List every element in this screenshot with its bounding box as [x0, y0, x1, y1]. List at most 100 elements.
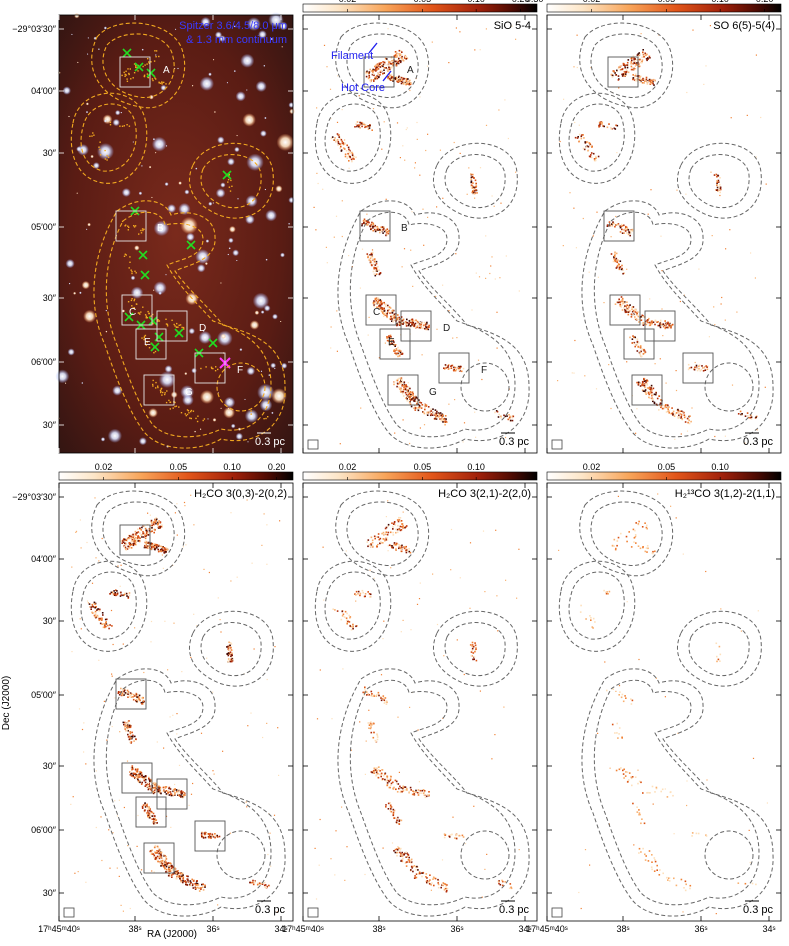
emission-pixel	[447, 364, 450, 366]
emission-pixel	[405, 83, 407, 86]
emission-pixel	[382, 531, 385, 534]
emission-pixel	[124, 548, 127, 550]
noise-pixel	[674, 438, 676, 440]
emission-pixel	[385, 536, 388, 539]
emission-pixel	[611, 74, 614, 77]
emission-pixel	[630, 61, 633, 63]
emission-pixel	[716, 184, 718, 186]
noise-pixel	[341, 806, 343, 808]
emission-pixel	[643, 79, 646, 81]
emission-pixel	[115, 589, 117, 591]
emission-pixel	[393, 521, 396, 523]
emission-pixel	[254, 881, 256, 884]
emission-pixel	[627, 313, 630, 316]
emission-pixel	[380, 70, 383, 72]
emission-pixel	[624, 695, 626, 697]
emission-pixel	[641, 82, 644, 84]
emission-pixel	[183, 880, 185, 883]
noise-pixel	[490, 265, 492, 267]
noise-pixel	[404, 159, 406, 161]
emission-pixel	[472, 186, 474, 188]
ir-star	[151, 136, 167, 152]
emission-pixel	[401, 855, 404, 858]
emission-pixel	[227, 654, 230, 657]
emission-pixel	[448, 836, 451, 838]
emission-pixel	[399, 324, 401, 326]
emission-pixel	[113, 594, 116, 596]
noise-pixel	[95, 770, 97, 772]
noise-pixel	[664, 696, 666, 698]
dec-tick-label: 30″	[43, 420, 57, 430]
emission-pixel	[375, 773, 378, 775]
emission-pixel	[675, 884, 678, 887]
emission-pixel	[651, 397, 653, 400]
emission-pixel	[623, 224, 625, 227]
emission-pixel	[612, 688, 614, 690]
noise-pixel	[422, 208, 424, 210]
emission-pixel	[99, 610, 101, 612]
noise-pixel	[72, 796, 74, 798]
emission-pixel	[252, 883, 255, 886]
emission-pixel	[131, 768, 133, 771]
emission-pixel	[177, 790, 179, 793]
emission-pixel	[389, 307, 392, 309]
emission-pixel	[500, 415, 502, 418]
continuum-speck	[150, 61, 152, 63]
emission-pixel	[471, 647, 474, 650]
emission-pixel	[171, 876, 173, 878]
noise-pixel	[143, 671, 145, 674]
emission-pixel	[637, 345, 640, 348]
emission-pixel	[471, 185, 474, 187]
continuum-speck	[158, 320, 161, 322]
emission-pixel	[630, 776, 632, 778]
ir-star	[247, 441, 249, 443]
continuum-speck	[158, 81, 160, 83]
emission-pixel	[647, 57, 649, 59]
emission-pixel	[355, 156, 357, 159]
noise-pixel	[479, 49, 481, 51]
emission-pixel	[388, 231, 390, 233]
ir-star	[264, 188, 267, 191]
emission-pixel	[263, 884, 266, 887]
emission-pixel	[615, 74, 617, 76]
emission-pixel	[388, 308, 390, 311]
emission-pixel	[416, 873, 419, 875]
emission-pixel	[93, 614, 96, 617]
map-background	[303, 483, 537, 921]
continuum-speck	[134, 225, 137, 227]
emission-pixel	[634, 73, 637, 76]
emission-pixel	[374, 270, 377, 272]
ir-star	[67, 348, 75, 356]
noise-pixel	[454, 399, 456, 401]
emission-pixel	[659, 326, 662, 329]
emission-pixel	[416, 408, 419, 410]
emission-pixel	[638, 52, 640, 54]
continuum-speck	[179, 324, 182, 326]
emission-pixel	[400, 819, 403, 822]
emission-pixel	[406, 318, 408, 321]
emission-pixel	[661, 324, 663, 327]
emission-pixel	[98, 617, 100, 620]
emission-pixel	[160, 548, 163, 550]
dec-tick-label: 06′00″	[31, 825, 57, 835]
emission-pixel	[408, 323, 410, 326]
emission-pixel	[152, 523, 155, 525]
emission-pixel	[648, 850, 651, 852]
colorbar: 0.020.050.100.200.30	[302, 0, 543, 13]
noise-pixel	[71, 566, 73, 568]
emission-pixel	[755, 883, 757, 886]
emission-pixel	[154, 791, 156, 794]
emission-pixel	[611, 224, 614, 227]
emission-pixel	[581, 134, 583, 136]
emission-pixel	[163, 547, 166, 549]
noise-pixel	[335, 215, 338, 217]
emission-pixel	[152, 521, 155, 524]
emission-pixel	[163, 786, 166, 788]
emission-pixel	[381, 769, 383, 771]
emission-pixel	[386, 776, 389, 779]
continuum-speck	[147, 58, 149, 60]
emission-pixel	[352, 625, 354, 627]
continuum-speck	[165, 401, 168, 404]
emission-pixel	[384, 539, 386, 542]
emission-pixel	[365, 691, 368, 693]
